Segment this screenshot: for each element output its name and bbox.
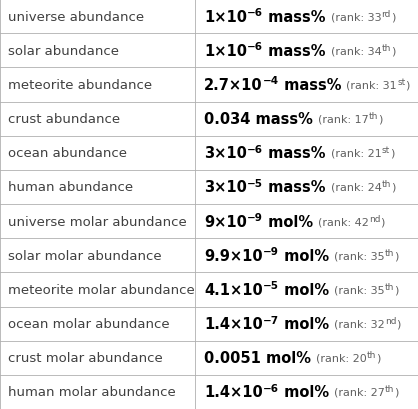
Text: ): ) [394, 387, 399, 397]
Text: 1×10: 1×10 [204, 44, 247, 58]
Text: ): ) [391, 46, 395, 56]
Text: (rank: 32: (rank: 32 [334, 319, 385, 329]
Text: (rank: 42: (rank: 42 [318, 216, 369, 227]
Text: mass%: mass% [279, 78, 342, 93]
Text: ): ) [394, 285, 398, 295]
Text: meteorite abundance: meteorite abundance [8, 79, 152, 92]
Text: −5: −5 [247, 178, 263, 189]
Text: mol%: mol% [279, 316, 329, 331]
Text: (rank: 20: (rank: 20 [316, 353, 367, 363]
Text: (rank: 21: (rank: 21 [331, 148, 381, 158]
Text: mass%: mass% [263, 146, 326, 161]
Text: mol%: mol% [279, 248, 329, 263]
Text: (rank: 31: (rank: 31 [347, 80, 397, 90]
Text: ): ) [396, 319, 401, 329]
Text: −7: −7 [263, 315, 279, 325]
Text: mass%: mass% [263, 44, 326, 58]
Text: nd: nd [385, 316, 396, 325]
Text: −9: −9 [247, 213, 263, 222]
Text: nd: nd [369, 214, 380, 223]
Text: human molar abundance: human molar abundance [8, 385, 176, 398]
Text: 2.7×10: 2.7×10 [204, 78, 263, 93]
Text: 1×10: 1×10 [204, 9, 247, 25]
Text: (rank: 27: (rank: 27 [334, 387, 385, 397]
Text: 9.9×10: 9.9×10 [204, 248, 263, 263]
Text: −4: −4 [263, 76, 279, 86]
Text: th: th [382, 180, 391, 189]
Text: 0.034 mass%: 0.034 mass% [204, 112, 313, 127]
Text: st: st [381, 146, 390, 155]
Text: solar molar abundance: solar molar abundance [8, 249, 162, 262]
Text: st: st [397, 78, 405, 87]
Text: (rank: 33: (rank: 33 [331, 12, 381, 22]
Text: −9: −9 [263, 247, 279, 256]
Text: universe abundance: universe abundance [8, 11, 144, 24]
Text: −5: −5 [263, 281, 279, 291]
Text: mol%: mol% [279, 282, 329, 297]
Text: 9×10: 9×10 [204, 214, 247, 229]
Text: ): ) [394, 251, 398, 261]
Text: (rank: 35: (rank: 35 [334, 251, 385, 261]
Text: th: th [385, 282, 394, 291]
Text: ): ) [405, 80, 410, 90]
Text: ): ) [380, 216, 385, 227]
Text: th: th [382, 44, 391, 53]
Text: ocean abundance: ocean abundance [8, 147, 127, 160]
Text: crust molar abundance: crust molar abundance [8, 351, 163, 364]
Text: 3×10: 3×10 [204, 180, 247, 195]
Text: meteorite molar abundance: meteorite molar abundance [8, 283, 195, 296]
Text: 4.1×10: 4.1×10 [204, 282, 263, 297]
Text: (rank: 35: (rank: 35 [334, 285, 385, 295]
Text: human abundance: human abundance [8, 181, 133, 194]
Text: th: th [367, 351, 376, 360]
Text: crust abundance: crust abundance [8, 113, 120, 126]
Text: −6: −6 [247, 144, 263, 154]
Text: (rank: 17: (rank: 17 [318, 114, 369, 124]
Text: ): ) [378, 114, 382, 124]
Text: mass%: mass% [263, 180, 326, 195]
Text: mol%: mol% [279, 384, 329, 400]
Text: ): ) [391, 12, 395, 22]
Text: ): ) [376, 353, 381, 363]
Text: 1.4×10: 1.4×10 [204, 316, 263, 331]
Text: ): ) [391, 182, 395, 193]
Text: th: th [385, 384, 394, 393]
Text: th: th [385, 248, 394, 257]
Text: mol%: mol% [263, 214, 313, 229]
Text: 1.4×10: 1.4×10 [204, 384, 263, 400]
Text: (rank: 24: (rank: 24 [331, 182, 382, 193]
Text: 0.0051 mol%: 0.0051 mol% [204, 351, 311, 365]
Text: −6: −6 [247, 42, 263, 52]
Text: ocean molar abundance: ocean molar abundance [8, 317, 170, 330]
Text: universe molar abundance: universe molar abundance [8, 215, 187, 228]
Text: mass%: mass% [263, 9, 326, 25]
Text: ): ) [390, 148, 394, 158]
Text: −6: −6 [247, 8, 263, 18]
Text: −6: −6 [263, 383, 279, 393]
Text: 3×10: 3×10 [204, 146, 247, 161]
Text: th: th [369, 112, 378, 121]
Text: solar abundance: solar abundance [8, 45, 119, 58]
Text: rd: rd [381, 9, 391, 18]
Text: (rank: 34: (rank: 34 [331, 46, 382, 56]
